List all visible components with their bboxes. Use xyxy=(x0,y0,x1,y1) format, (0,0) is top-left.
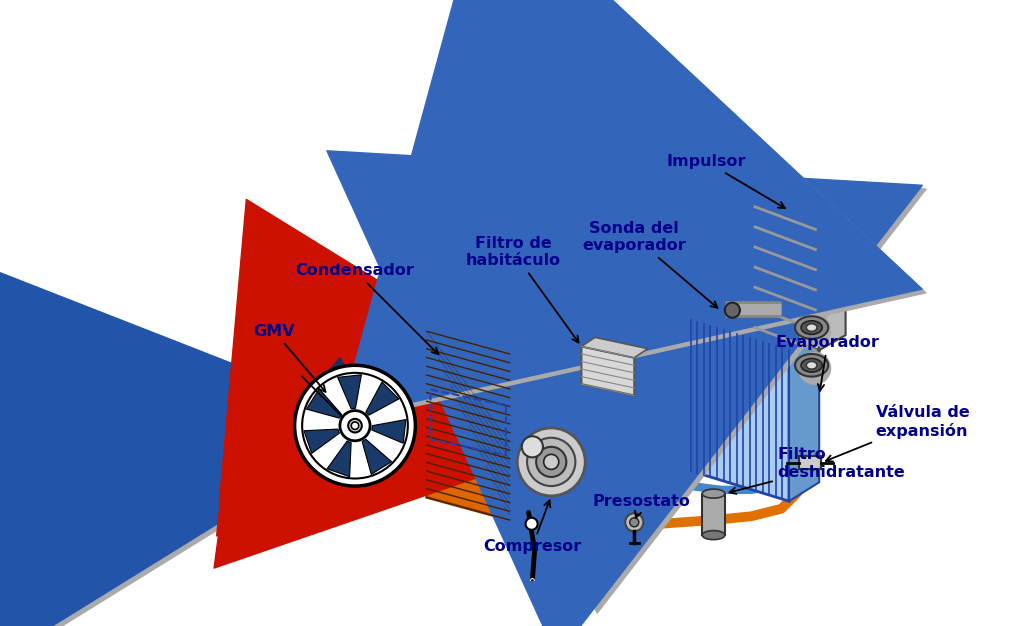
Text: GMV: GMV xyxy=(254,324,326,392)
Circle shape xyxy=(519,430,591,501)
Circle shape xyxy=(798,314,831,347)
Circle shape xyxy=(725,302,740,318)
Polygon shape xyxy=(306,389,342,418)
Circle shape xyxy=(525,518,538,530)
Text: Sonda del
evaporador: Sonda del evaporador xyxy=(583,221,718,308)
Circle shape xyxy=(630,518,639,527)
Circle shape xyxy=(348,419,361,433)
Circle shape xyxy=(527,438,575,486)
Polygon shape xyxy=(427,331,510,520)
Circle shape xyxy=(517,428,585,496)
Text: Impulsor: Impulsor xyxy=(667,154,784,208)
Circle shape xyxy=(626,513,643,531)
Polygon shape xyxy=(752,207,819,350)
Text: Compresor: Compresor xyxy=(483,500,582,554)
Polygon shape xyxy=(819,214,846,350)
Bar xyxy=(799,456,821,470)
Polygon shape xyxy=(338,375,361,409)
Circle shape xyxy=(522,436,543,458)
Polygon shape xyxy=(752,192,846,230)
Text: Condensador: Condensador xyxy=(296,264,438,354)
Circle shape xyxy=(295,366,416,486)
Circle shape xyxy=(544,454,559,470)
Polygon shape xyxy=(510,339,537,520)
Ellipse shape xyxy=(801,321,822,334)
Circle shape xyxy=(351,422,358,429)
Bar xyxy=(702,494,725,535)
Polygon shape xyxy=(427,316,537,354)
Text: Evaporador: Evaporador xyxy=(776,335,880,391)
Polygon shape xyxy=(582,346,634,396)
Polygon shape xyxy=(362,439,391,475)
Text: Presostato: Presostato xyxy=(593,494,691,518)
Ellipse shape xyxy=(806,362,817,369)
Polygon shape xyxy=(304,429,339,453)
Circle shape xyxy=(340,411,370,441)
Polygon shape xyxy=(321,357,351,392)
Ellipse shape xyxy=(702,489,725,498)
Polygon shape xyxy=(691,301,819,350)
Polygon shape xyxy=(582,337,648,357)
Circle shape xyxy=(798,352,831,385)
Text: Filtro de
habitáculo: Filtro de habitáculo xyxy=(466,236,579,342)
Ellipse shape xyxy=(801,359,822,372)
Polygon shape xyxy=(366,382,398,415)
Polygon shape xyxy=(691,320,790,501)
Polygon shape xyxy=(327,441,351,477)
Text: Filtro
deshidratante: Filtro deshidratante xyxy=(729,447,905,494)
Ellipse shape xyxy=(795,316,828,339)
Ellipse shape xyxy=(806,324,817,331)
Polygon shape xyxy=(306,384,340,422)
Circle shape xyxy=(302,373,408,478)
Ellipse shape xyxy=(702,531,725,540)
Polygon shape xyxy=(790,331,819,501)
Circle shape xyxy=(537,447,566,477)
Text: Válvula de
expansión: Válvula de expansión xyxy=(826,405,970,461)
Polygon shape xyxy=(372,419,406,443)
Ellipse shape xyxy=(795,354,828,377)
